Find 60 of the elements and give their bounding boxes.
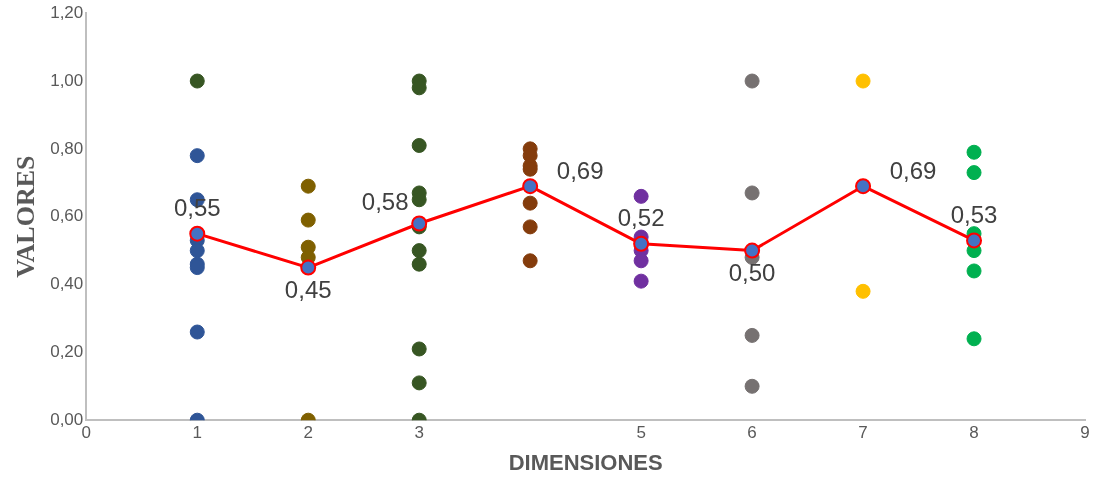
point — [411, 375, 427, 391]
y-tick-label: 0,20 — [50, 342, 84, 362]
point — [966, 144, 982, 160]
point — [189, 324, 205, 340]
point — [966, 165, 982, 181]
point — [633, 235, 650, 252]
x-tick-label: 3 — [414, 423, 424, 443]
x-axis-title: DIMENSIONES — [508, 449, 663, 475]
point — [633, 253, 649, 269]
point — [855, 73, 871, 89]
data-label: 0,58 — [361, 188, 409, 216]
point — [411, 215, 428, 232]
x-tick-label: 5 — [636, 423, 646, 443]
point — [189, 243, 205, 259]
data-label: 0,69 — [889, 156, 937, 184]
x-tick-label: 8 — [969, 423, 979, 443]
point — [744, 185, 760, 201]
point — [522, 195, 538, 211]
point — [300, 212, 316, 228]
point — [966, 232, 983, 249]
y-tick-label: 0,60 — [50, 206, 84, 226]
point — [411, 243, 427, 259]
point — [744, 327, 760, 343]
x-tick-label: 6 — [747, 423, 757, 443]
point — [411, 341, 427, 357]
point — [189, 73, 205, 89]
point — [522, 178, 539, 195]
point — [744, 378, 760, 394]
point — [744, 73, 760, 89]
x-tick-label: 0 — [81, 423, 92, 443]
data-label: 0,50 — [728, 259, 776, 287]
point — [300, 259, 317, 276]
point — [966, 331, 982, 347]
data-label: 0,52 — [617, 204, 665, 232]
data-label: 0,53 — [950, 201, 998, 229]
data-label: 0,69 — [556, 156, 604, 184]
y-tick-label: 0,80 — [50, 138, 84, 158]
point — [189, 225, 206, 242]
y-tick-label: 0,00 — [50, 409, 84, 429]
point — [300, 178, 316, 194]
point — [633, 188, 649, 204]
point — [633, 273, 649, 289]
point — [855, 283, 871, 299]
y-tick-label: 0,40 — [50, 274, 84, 294]
data-label: 0,55 — [173, 194, 221, 222]
x-tick-label: 1 — [192, 423, 202, 443]
y-tick-label: 1,20 — [50, 2, 84, 22]
point — [744, 242, 761, 259]
point — [966, 263, 982, 279]
data-label: 0,45 — [284, 276, 332, 304]
point — [522, 253, 538, 269]
y-axis-title: VALORES — [11, 155, 41, 278]
x-tick-label: 9 — [1080, 423, 1090, 443]
x-tick-label: 2 — [303, 423, 313, 443]
point — [411, 256, 427, 272]
point — [411, 137, 427, 153]
point — [522, 219, 538, 235]
y-tick-label: 1,00 — [50, 70, 84, 90]
x-tick-label: 7 — [858, 423, 868, 443]
point — [189, 148, 205, 164]
